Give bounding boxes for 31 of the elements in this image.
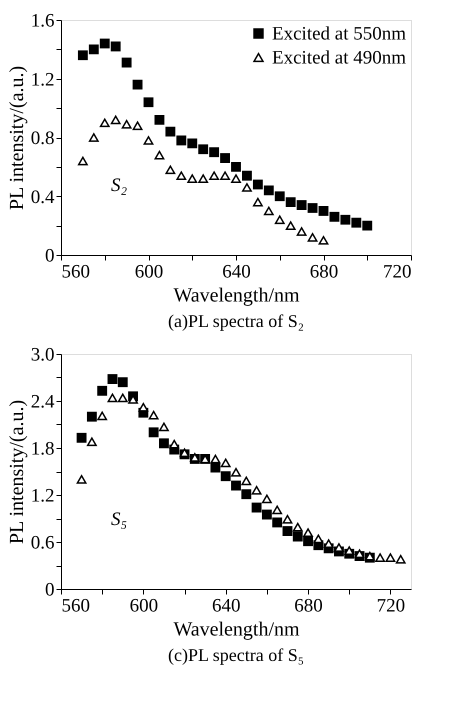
y-tick-label: 0.4: [30, 186, 55, 208]
annotation: S₂: [111, 175, 128, 196]
text: (c)PL spectra of S₅: [168, 645, 304, 665]
y-axis-title: PL intensity/(a.u.): [6, 400, 28, 544]
x-tick-label: 600: [134, 262, 164, 282]
y-tick-label: 1.2: [30, 69, 54, 90]
x-tick-label: 560: [62, 262, 90, 282]
x-axis-title: Wavelength/nm: [173, 284, 300, 306]
y-axis-title: PL intensity/(a.u.): [6, 66, 28, 210]
annotation: S₅: [111, 509, 128, 530]
text: (a)PL spectra of S₂: [168, 311, 304, 331]
x-tick-label: 720: [383, 262, 412, 282]
legend-label: Excited at 490nm: [272, 48, 406, 68]
y-tick-label: 0: [45, 246, 54, 266]
x-axis-title: Wavelength/nm: [173, 618, 300, 640]
x-tick-label: 600: [130, 596, 158, 616]
y-tick-label: 1.8: [30, 438, 54, 460]
y-tick-label: 0: [45, 580, 54, 600]
y-tick-label: 0.6: [30, 532, 54, 554]
x-tick-label: 720: [376, 596, 406, 616]
x-tick-label: 640: [222, 262, 251, 282]
y-tick-label: 1.6: [30, 10, 54, 32]
legend-label: Excited at 550nm: [272, 24, 406, 44]
y-tick-label: 3.0: [30, 344, 54, 366]
x-tick-label: 680: [310, 262, 338, 282]
x-tick-label: 560: [62, 596, 90, 616]
y-tick-label: 2.4: [30, 392, 55, 412]
x-tick-label: 640: [212, 596, 240, 616]
y-tick-label: 1.2: [30, 486, 54, 506]
x-tick-label: 680: [294, 596, 323, 616]
y-tick-label: 0.8: [30, 128, 54, 149]
